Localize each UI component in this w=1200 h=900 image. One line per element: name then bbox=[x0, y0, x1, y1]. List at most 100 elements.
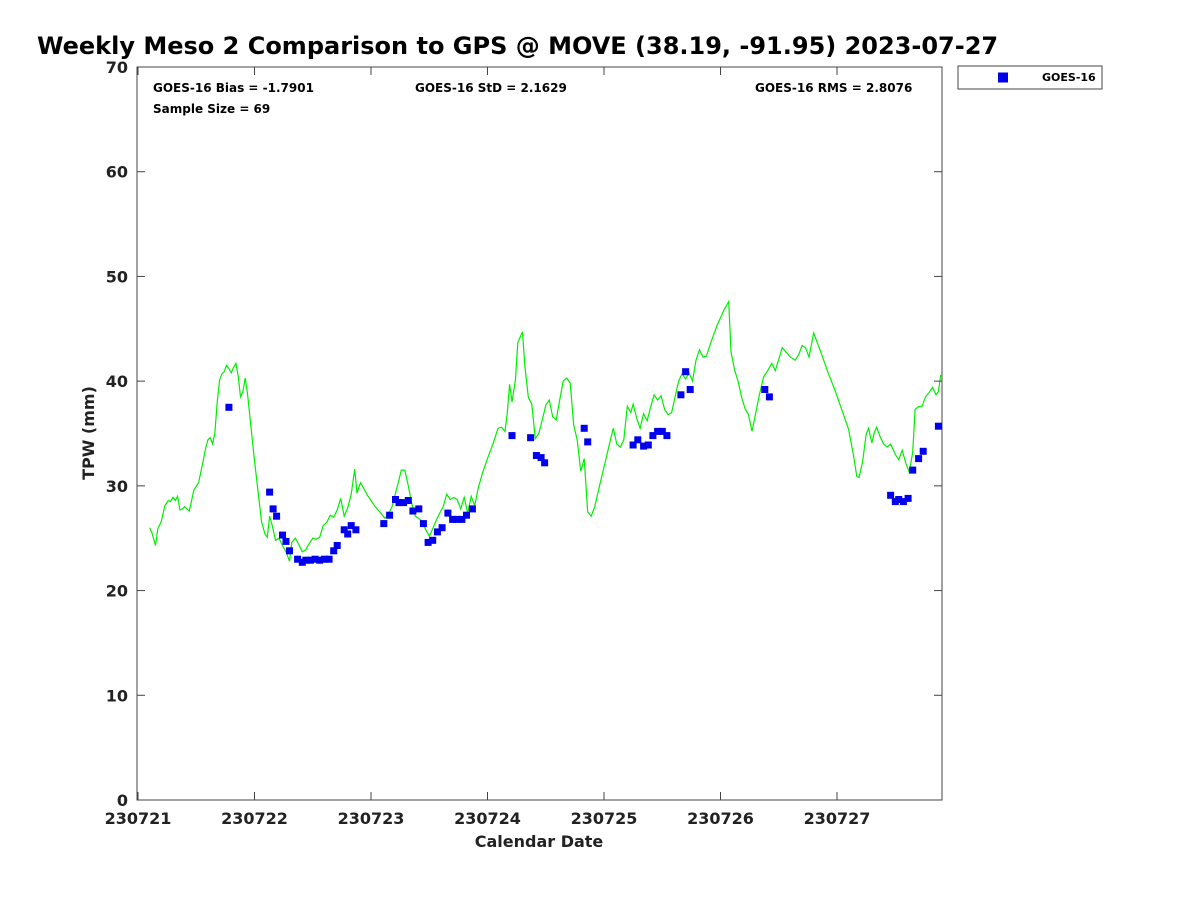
goes16-point bbox=[282, 537, 290, 545]
gps-series-layer bbox=[149, 299, 942, 562]
goes16-point bbox=[453, 515, 461, 523]
goes16-point bbox=[634, 436, 642, 444]
goes16-point bbox=[333, 542, 341, 549]
plot-frame bbox=[136, 66, 943, 801]
goes16-point bbox=[649, 432, 657, 440]
goes16-point bbox=[311, 555, 319, 563]
goes16-point bbox=[449, 515, 457, 523]
goes16-point bbox=[320, 555, 328, 563]
goes16-point bbox=[386, 511, 394, 519]
goes16-point bbox=[887, 491, 895, 499]
x-tick-label: 230727 bbox=[804, 809, 871, 828]
goes16-point bbox=[537, 454, 545, 462]
goes16-point bbox=[580, 424, 588, 432]
x-tick-label: 230721 bbox=[105, 809, 172, 828]
legend: GOES-16 bbox=[957, 65, 1103, 90]
goes16-point bbox=[306, 556, 314, 564]
goes16-point bbox=[677, 391, 685, 399]
goes16-point bbox=[644, 441, 652, 449]
goes16-point bbox=[682, 368, 690, 376]
goes16-point bbox=[429, 536, 437, 544]
goes16-point bbox=[269, 505, 277, 513]
goes16-point bbox=[765, 393, 773, 401]
goes16-point bbox=[438, 524, 446, 532]
stats-panel: GOES-16 Bias = -1.7901 GOES-16 StD = 2.1… bbox=[153, 81, 912, 116]
goes16-point bbox=[468, 505, 476, 513]
goes16-point bbox=[325, 555, 333, 563]
y-tick-label: 0 bbox=[117, 791, 128, 810]
y-axis: 0 10 20 30 40 50 60 70 bbox=[106, 58, 942, 810]
goes16-point bbox=[654, 427, 662, 435]
goes16-point bbox=[347, 522, 355, 530]
goes16-point bbox=[584, 438, 592, 446]
x-tick-label: 230725 bbox=[571, 809, 638, 828]
stat-rms: GOES-16 RMS = 2.8076 bbox=[755, 81, 912, 95]
goes16-point bbox=[225, 403, 233, 411]
goes16-point bbox=[302, 556, 310, 564]
goes16-point bbox=[380, 520, 388, 528]
stat-bias: GOES-16 Bias = -1.7901 bbox=[153, 81, 314, 95]
goes16-point bbox=[463, 511, 470, 519]
goes16-point bbox=[404, 497, 412, 504]
goes16-point bbox=[686, 386, 694, 393]
goes16-point bbox=[508, 432, 516, 440]
y-tick-label: 70 bbox=[106, 58, 128, 77]
goes16-point bbox=[433, 528, 441, 536]
goes16-point bbox=[899, 498, 907, 506]
goes16-point bbox=[352, 526, 360, 534]
x-axis-label: Calendar Date bbox=[475, 832, 604, 851]
goes16-point bbox=[330, 547, 338, 555]
goes16-point bbox=[658, 427, 666, 435]
x-tick-label: 230722 bbox=[221, 809, 288, 828]
goes16-point bbox=[395, 499, 403, 507]
goes16-point bbox=[527, 434, 535, 442]
y-tick-label: 40 bbox=[106, 372, 128, 391]
goes16-point bbox=[629, 441, 637, 449]
y-tick-label: 50 bbox=[106, 267, 128, 286]
goes16-point bbox=[415, 505, 423, 513]
goes16-point bbox=[294, 555, 302, 563]
y-tick-label: 30 bbox=[106, 477, 128, 496]
y-axis-label: TPW (mm) bbox=[79, 386, 98, 480]
goes16-series-layer bbox=[225, 368, 942, 566]
goes16-point bbox=[286, 547, 293, 555]
goes16-point bbox=[316, 556, 324, 564]
chart-title: Weekly Meso 2 Comparison to GPS @ MOVE (… bbox=[37, 32, 998, 60]
goes16-point bbox=[340, 526, 348, 534]
goes16-point bbox=[458, 515, 466, 523]
legend-marker-goes16 bbox=[998, 72, 1008, 83]
goes16-point bbox=[266, 488, 274, 496]
goes16-point bbox=[444, 509, 452, 517]
goes16-point bbox=[895, 496, 903, 503]
goes16-point bbox=[532, 452, 540, 459]
goes16-point bbox=[344, 530, 352, 538]
y-tick-label: 10 bbox=[106, 686, 128, 705]
goes16-point bbox=[934, 422, 942, 430]
legend-box bbox=[957, 65, 1103, 90]
goes16-point bbox=[909, 466, 917, 474]
x-tick-label: 230723 bbox=[338, 809, 405, 828]
goes16-point bbox=[761, 386, 769, 393]
y-tick-label: 20 bbox=[106, 582, 128, 601]
goes16-point bbox=[915, 455, 923, 463]
x-tick-label: 230724 bbox=[454, 809, 521, 828]
goes16-point bbox=[541, 459, 549, 467]
goes16-point bbox=[279, 531, 286, 539]
goes16-point bbox=[273, 512, 281, 520]
goes16-point bbox=[419, 520, 427, 528]
goes16-point bbox=[663, 432, 671, 440]
goes16-point bbox=[919, 447, 927, 455]
goes16-point bbox=[904, 494, 912, 502]
x-tick-label: 230726 bbox=[687, 809, 754, 828]
goes16-point bbox=[409, 507, 417, 515]
gps-series-line bbox=[149, 299, 942, 562]
plot-area bbox=[136, 66, 943, 801]
legend-label-goes16: GOES-16 bbox=[1042, 71, 1096, 84]
stat-sample-size: Sample Size = 69 bbox=[153, 102, 270, 116]
goes16-point bbox=[640, 442, 648, 450]
x-axis: 230721 230722 230723 230724 230725 230726 2307… bbox=[105, 67, 871, 828]
goes16-point bbox=[400, 499, 408, 507]
goes16-point bbox=[424, 538, 432, 546]
stat-std: GOES-16 StD = 2.1629 bbox=[415, 81, 567, 95]
y-tick-label: 60 bbox=[106, 163, 128, 182]
